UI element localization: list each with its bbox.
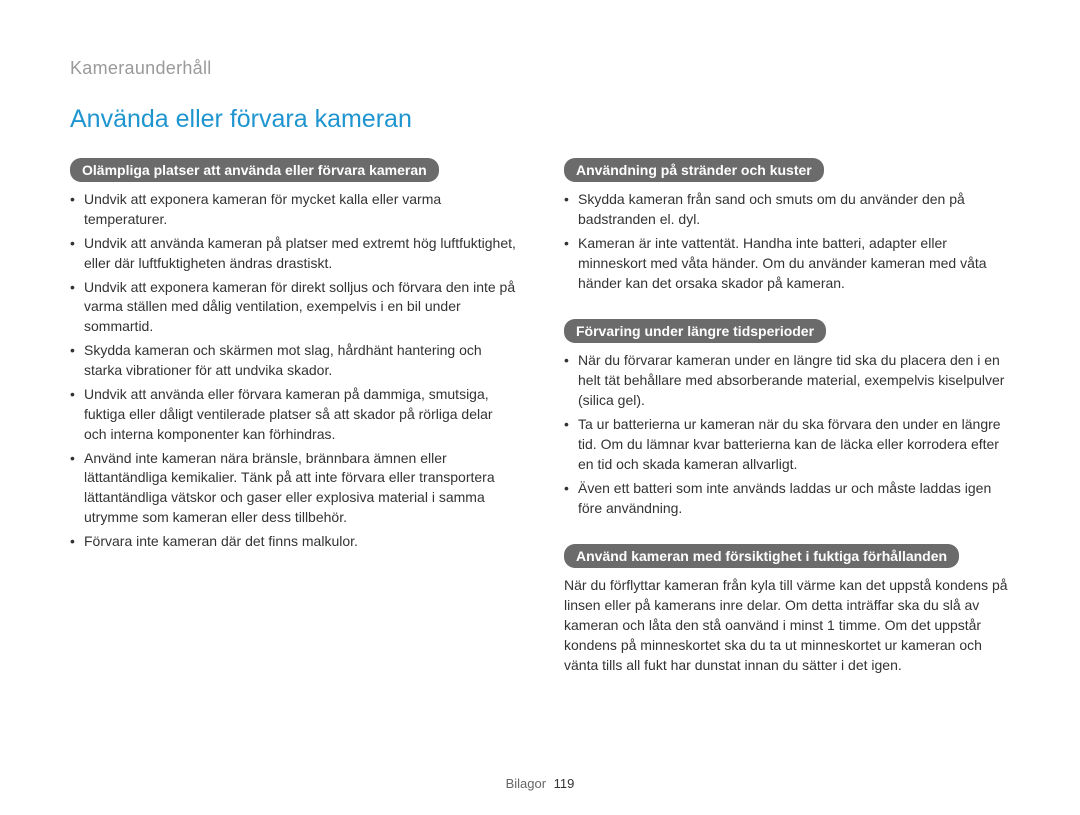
list-item: Även ett batteri som inte används laddas… <box>564 479 1010 519</box>
content-columns: Olämpliga platser att använda eller förv… <box>70 158 1010 702</box>
section-humid-caution: Använd kameran med försiktighet i fuktig… <box>564 544 1010 675</box>
footer-label: Bilagor <box>506 776 546 791</box>
section-unsuitable-places: Olämpliga platser att använda eller förv… <box>70 158 516 552</box>
list-item: Förvara inte kameran där det finns malku… <box>70 532 516 552</box>
page-footer: Bilagor 119 <box>0 776 1080 791</box>
list-item: Skydda kameran från sand och smuts om du… <box>564 190 1010 230</box>
bullet-list: Skydda kameran från sand och smuts om du… <box>564 190 1010 293</box>
section-heading-pill: Användning på stränder och kuster <box>564 158 824 182</box>
list-item: Undvik att exponera kameran för mycket k… <box>70 190 516 230</box>
list-item: Ta ur batterierna ur kameran när du ska … <box>564 415 1010 475</box>
list-item: Kameran är inte vattentät. Handha inte b… <box>564 234 1010 294</box>
list-item: Undvik att använda eller förvara kameran… <box>70 385 516 445</box>
list-item: Undvik att använda kameran på platser me… <box>70 234 516 274</box>
page: Kameraunderhåll Använda eller förvara ka… <box>0 0 1080 815</box>
section-beach-use: Användning på stränder och kuster Skydda… <box>564 158 1010 293</box>
breadcrumb: Kameraunderhåll <box>70 58 1010 79</box>
section-heading-pill: Förvaring under längre tidsperioder <box>564 319 826 343</box>
paragraph: När du förflyttar kameran från kyla till… <box>564 576 1010 675</box>
list-item: Använd inte kameran nära bränsle, brännb… <box>70 449 516 529</box>
section-long-storage: Förvaring under längre tidsperioder När … <box>564 319 1010 518</box>
list-item: Skydda kameran och skärmen mot slag, hår… <box>70 341 516 381</box>
bullet-list: När du förvarar kameran under en längre … <box>564 351 1010 518</box>
section-heading-pill: Olämpliga platser att använda eller förv… <box>70 158 439 182</box>
section-heading-pill: Använd kameran med försiktighet i fuktig… <box>564 544 959 568</box>
list-item: Undvik att exponera kameran för direkt s… <box>70 278 516 338</box>
left-column: Olämpliga platser att använda eller förv… <box>70 158 516 702</box>
page-title: Använda eller förvara kameran <box>70 105 1010 134</box>
list-item: När du förvarar kameran under en längre … <box>564 351 1010 411</box>
bullet-list: Undvik att exponera kameran för mycket k… <box>70 190 516 552</box>
footer-page-number: 119 <box>554 776 575 791</box>
right-column: Användning på stränder och kuster Skydda… <box>564 158 1010 702</box>
